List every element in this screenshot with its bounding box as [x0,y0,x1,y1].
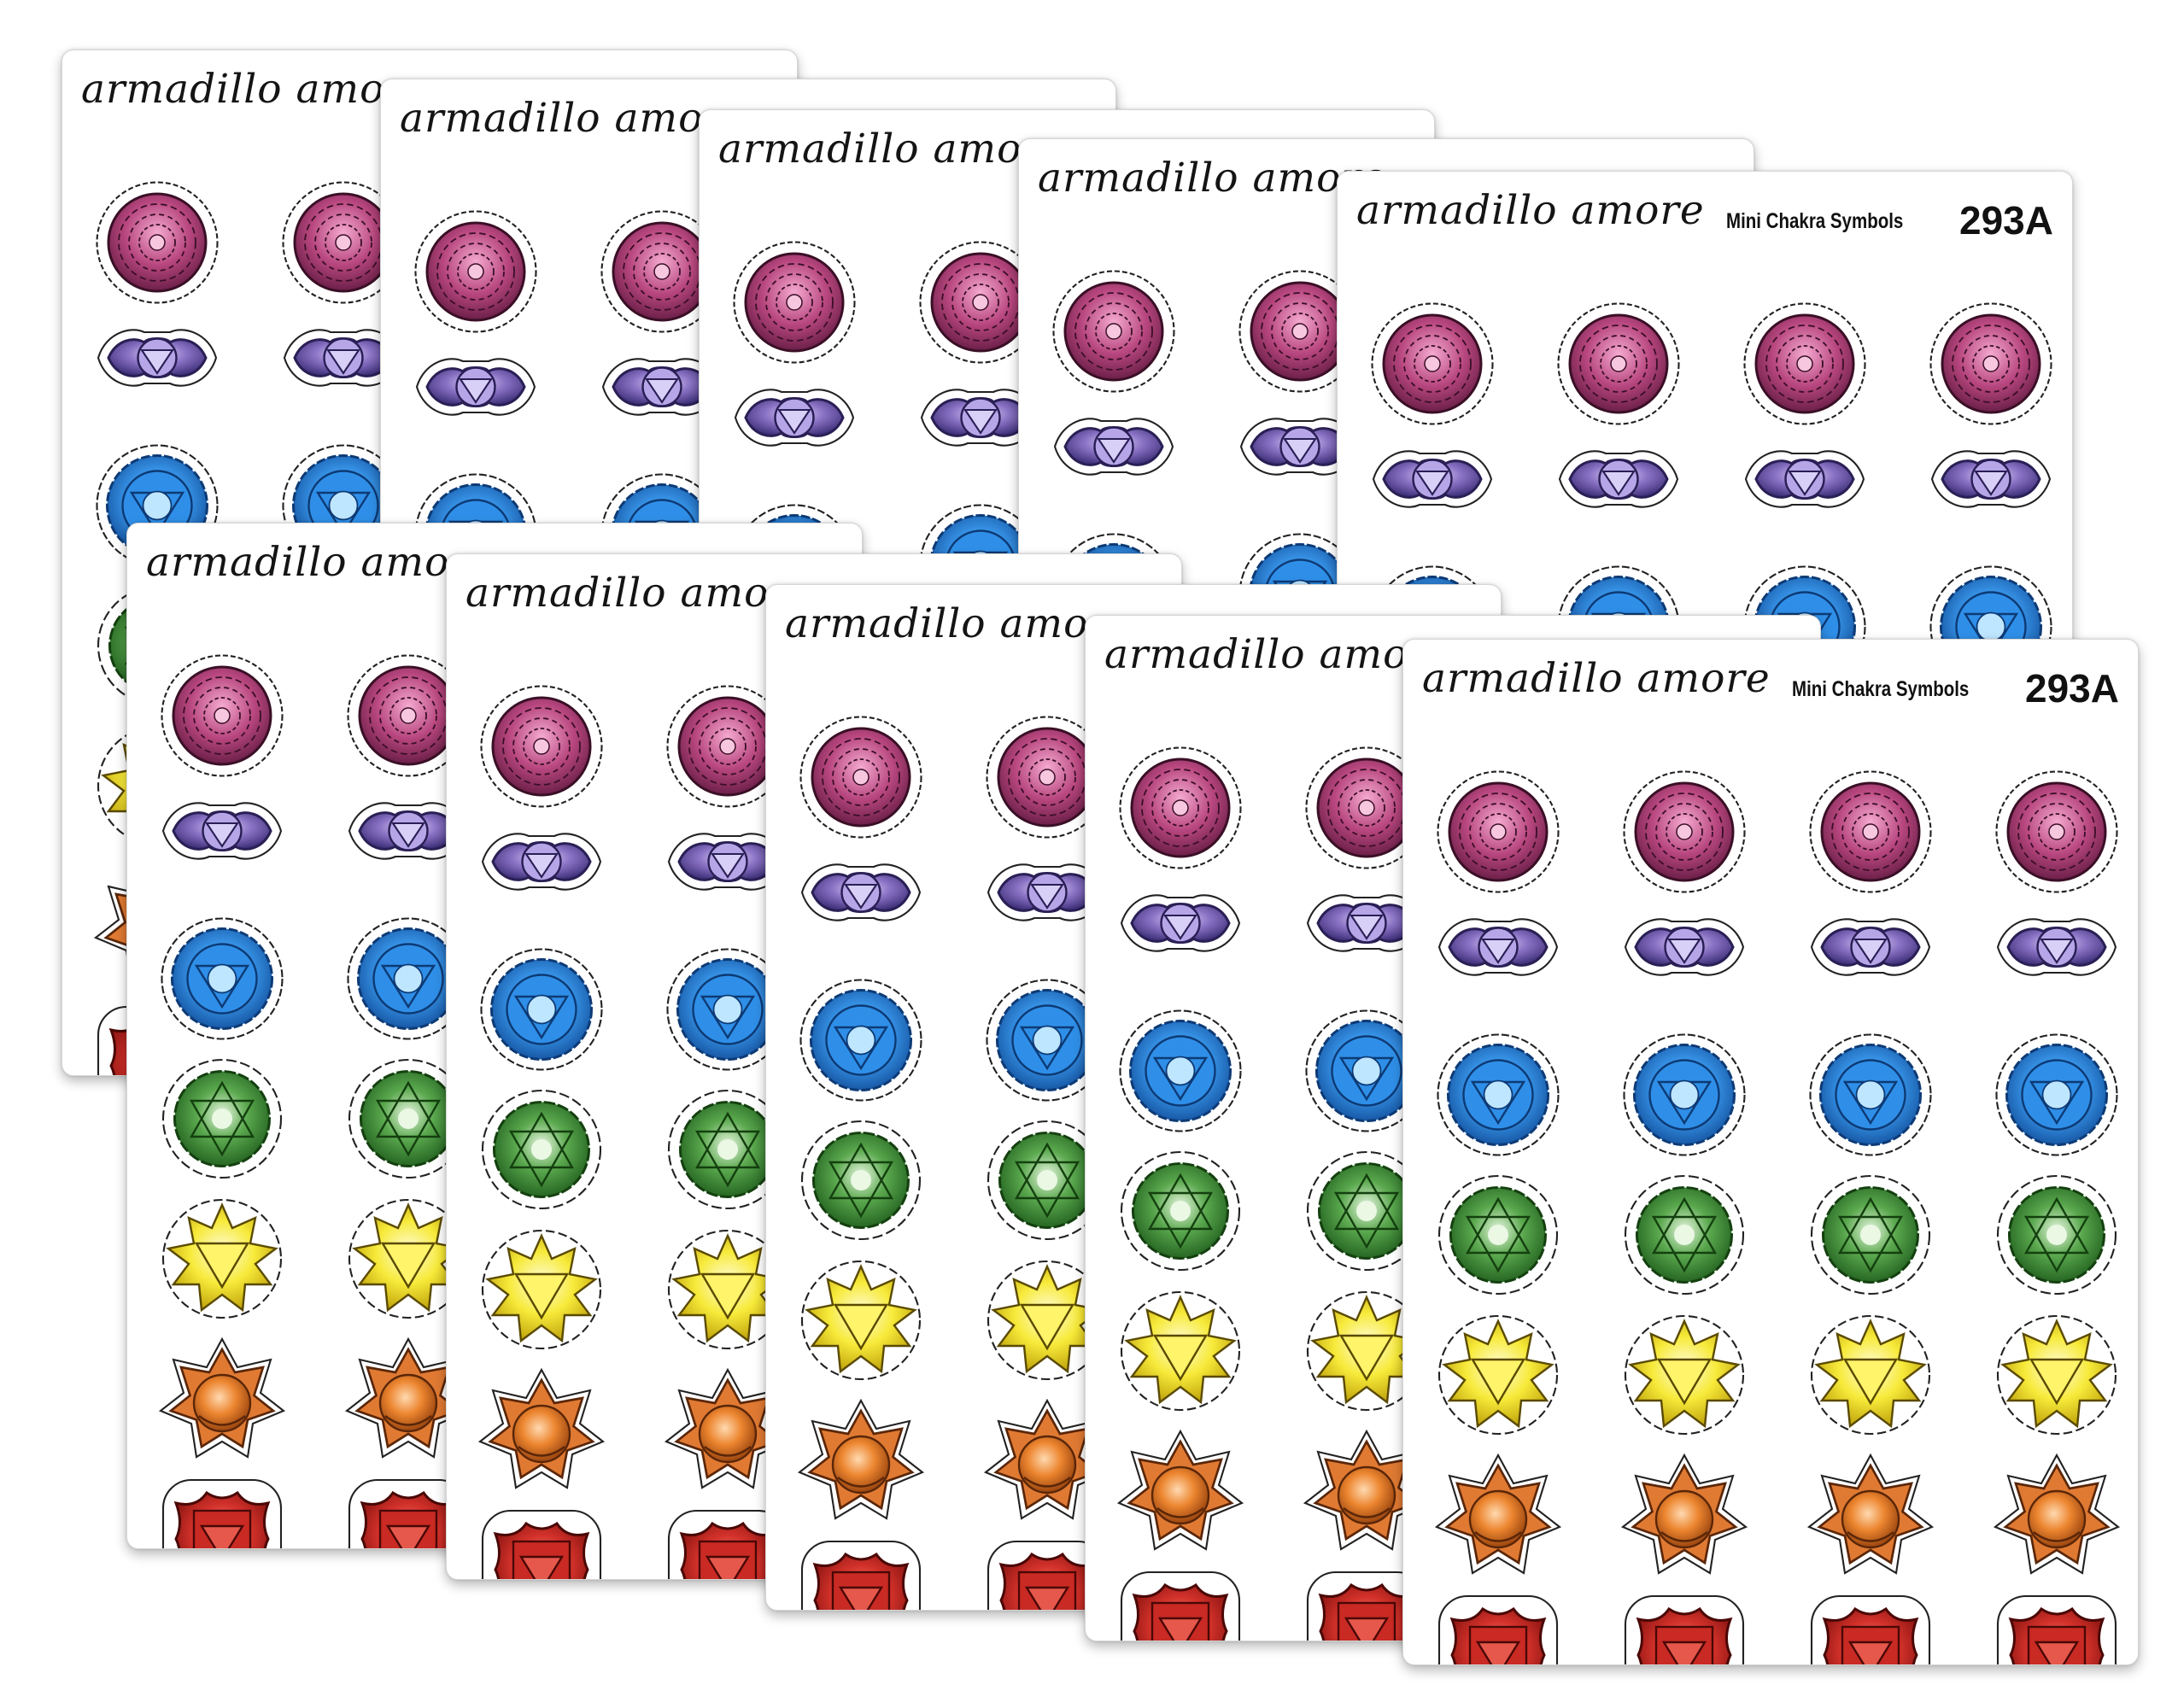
sacral-chakra-icon [1806,1453,1935,1581]
crown-chakra-icon [1554,300,1683,428]
throat-chakra-icon [477,945,606,1073]
brand-name: armadillo amore [1104,631,1453,678]
third-eye-chakra-icon [1116,872,1244,974]
solar-plexus-chakra-icon [1993,1311,2121,1439]
third-eye-chakra-icon [1368,428,1496,530]
crown-chakra-icon [1368,300,1496,428]
brand-name: armadillo amore [146,539,495,586]
sacral-chakra-icon [1993,1453,2121,1581]
third-eye-chakra-icon [797,841,925,944]
throat-chakra-icon [1620,1031,1748,1159]
sacral-chakra-icon [797,1398,925,1526]
solar-plexus-chakra-icon [1434,1311,1562,1439]
solar-plexus-chakra-icon [1116,1287,1244,1415]
root-chakra-icon [477,1506,606,1579]
third-eye-chakra-icon [1927,428,2055,530]
sheet-subtitle: Mini Chakra Symbols [1792,677,1970,701]
solar-plexus-chakra-icon [1806,1311,1935,1439]
sheet-code: 293A [2025,666,2119,711]
third-eye-chakra-icon [1741,428,1869,530]
sacral-chakra-icon [1116,1429,1244,1557]
crown-chakra-icon [93,178,221,307]
third-eye-chakra-icon [1554,428,1683,530]
sheet-code: 293A [1959,198,2053,243]
crown-chakra-icon [477,682,606,810]
throat-chakra-icon [797,976,925,1104]
crown-chakra-icon [1927,300,2055,428]
third-eye-chakra-icon [1620,896,1748,998]
crown-chakra-icon [797,713,925,841]
third-eye-chakra-icon [1806,896,1935,998]
solar-plexus-chakra-icon [158,1195,286,1323]
crown-chakra-icon [1993,768,2121,896]
brand-name: armadillo amore [1356,187,1705,234]
third-eye-chakra-icon [1434,896,1562,998]
sticker-sheet: armadillo amore Mini Chakra Symbols 293A [1402,639,2139,1665]
root-chakra-icon [158,1475,286,1548]
crown-chakra-icon [412,208,540,336]
heart-chakra-icon [158,1055,286,1183]
third-eye-chakra-icon [1993,896,2121,998]
throat-chakra-icon [1434,1031,1562,1159]
solar-plexus-chakra-icon [1620,1311,1748,1439]
crown-chakra-icon [1434,768,1562,896]
brand-name: armadillo amore [785,600,1133,647]
third-eye-chakra-icon [1050,395,1178,498]
sheet-subtitle: Mini Chakra Symbols [1726,209,1904,233]
root-chakra-icon [1434,1591,1562,1664]
brand-name: armadillo amore [1422,655,1771,702]
sacral-chakra-icon [158,1337,286,1465]
sacral-chakra-icon [1620,1453,1748,1581]
sacral-chakra-icon [477,1367,606,1495]
crown-chakra-icon [158,652,286,780]
crown-chakra-icon [1116,744,1244,872]
throat-chakra-icon [1993,1031,2121,1159]
root-chakra-icon [1116,1567,1244,1641]
heart-chakra-icon [1620,1171,1748,1299]
sacral-chakra-icon [1434,1453,1562,1581]
heart-chakra-icon [1993,1171,2121,1299]
third-eye-chakra-icon [158,780,286,882]
crown-chakra-icon [1620,768,1748,896]
third-eye-chakra-icon [730,366,858,469]
third-eye-chakra-icon [93,307,221,409]
throat-chakra-icon [1116,1007,1244,1135]
crown-chakra-icon [1050,267,1178,395]
solar-plexus-chakra-icon [477,1225,606,1354]
throat-chakra-icon [158,915,286,1043]
heart-chakra-icon [797,1116,925,1244]
solar-plexus-chakra-icon [797,1256,925,1384]
brand-name: armadillo amore [81,66,430,113]
crown-chakra-icon [730,238,858,366]
sticker-grid [1403,640,2138,1664]
root-chakra-icon [1806,1591,1935,1664]
brand-name: armadillo amore [465,570,814,617]
brand-name: armadillo amore [718,126,1067,173]
root-chakra-icon [1993,1591,2121,1664]
heart-chakra-icon [1434,1171,1562,1299]
root-chakra-icon [797,1536,925,1610]
throat-chakra-icon [1806,1031,1935,1159]
heart-chakra-icon [1806,1171,1935,1299]
crown-chakra-icon [1806,768,1935,896]
brand-name: armadillo amore [400,95,748,142]
crown-chakra-icon [1741,300,1869,428]
third-eye-chakra-icon [477,810,606,913]
third-eye-chakra-icon [412,336,540,438]
heart-chakra-icon [1116,1147,1244,1275]
root-chakra-icon [1620,1591,1748,1664]
brand-name: armadillo amore [1038,155,1386,202]
heart-chakra-icon [477,1085,606,1214]
